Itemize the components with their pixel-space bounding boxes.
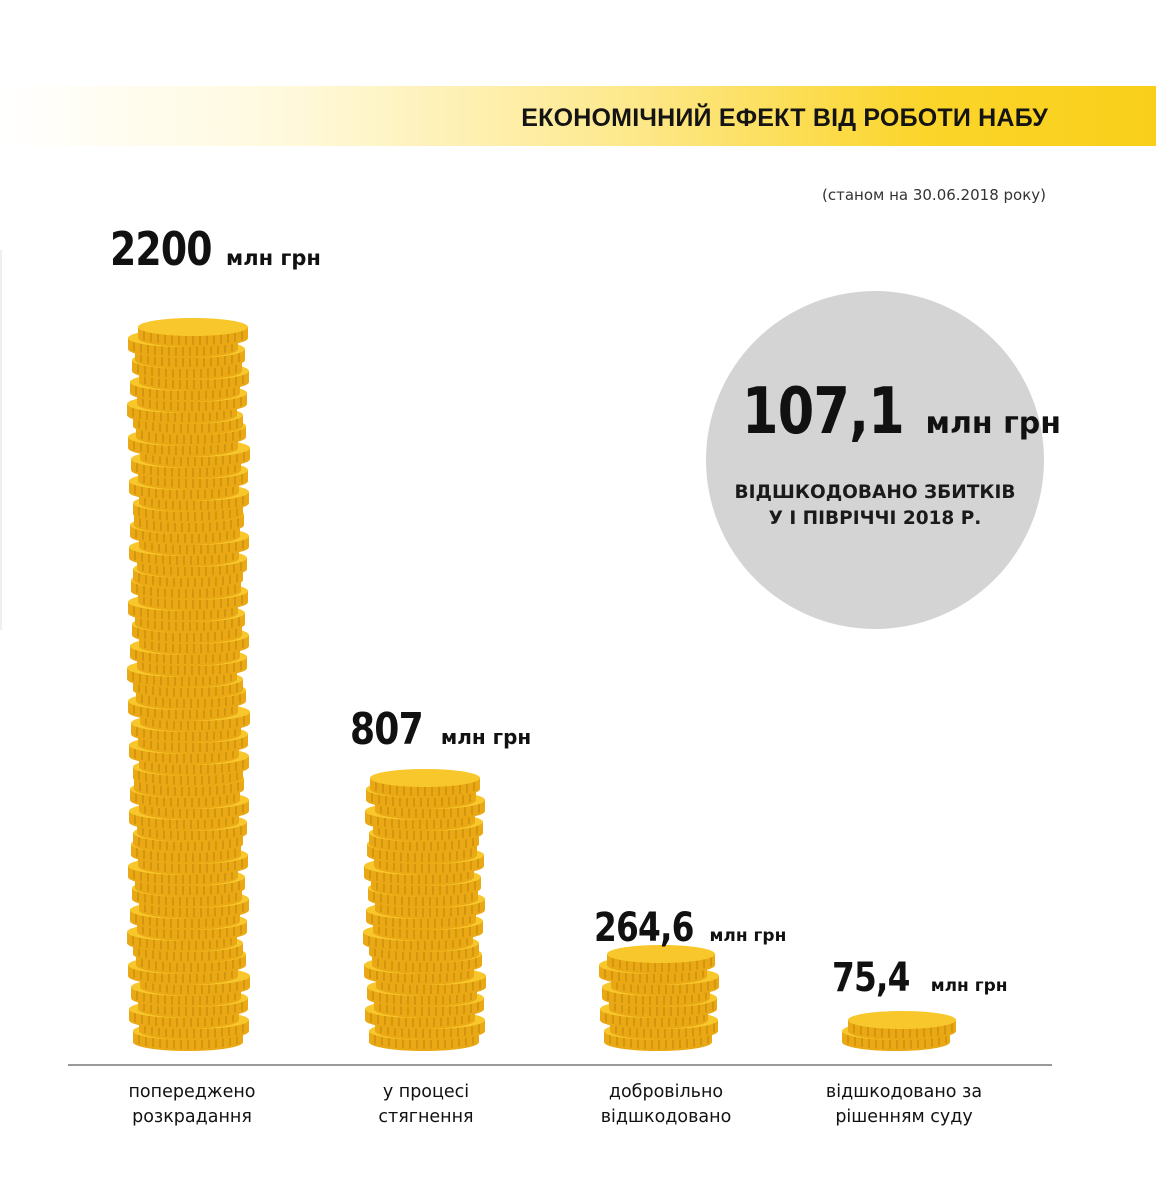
highlight-caption-line-2: У І ПІВРІЧЧІ 2018 Р. (768, 508, 982, 530)
coin (138, 318, 248, 347)
category-label-line: рішенням суду (835, 1106, 973, 1127)
category-label-4: відшкодовано за рішенням суду (784, 1080, 1024, 1129)
coin-stack-2 (363, 769, 486, 1051)
highlight-circle (706, 291, 1044, 629)
coin-stack-1 (127, 318, 250, 1051)
value-label-unit: млн грн (709, 926, 787, 946)
category-label-2: у процесі стягнення (306, 1080, 546, 1129)
value-label-2: 807 млн грн (350, 708, 531, 752)
chart-title: ЕКОНОМІЧНИЙ ЕФЕКТ ВІД РОБОТИ НАБУ (521, 104, 1048, 132)
highlight-value-block: 107,1 млн грн (742, 380, 1061, 444)
category-label-line: стягнення (378, 1106, 474, 1127)
category-label-line: розкрадання (132, 1106, 252, 1127)
coin-stack-3 (599, 945, 719, 1051)
chart-subtitle: (станом на 30.06.2018 року) (821, 186, 1046, 204)
value-label-number: 2200 (110, 222, 213, 276)
coin (370, 769, 480, 798)
coin-stack-4 (842, 1011, 956, 1051)
value-label-number: 264,6 (594, 905, 694, 951)
category-label-line: відшкодовано за (825, 1082, 983, 1102)
category-label-line: відшкодовано (600, 1106, 732, 1127)
title-band (0, 86, 1156, 146)
chart-baseline (68, 1064, 1052, 1066)
highlight-unit: млн грн (925, 406, 1061, 441)
highlight-caption-line-1: ВІДШКОДОВАНО ЗБИТКІВ (734, 482, 1016, 503)
category-label-line: попереджено (128, 1082, 256, 1102)
value-label-1: 2200 млн грн (110, 226, 321, 272)
coin (607, 945, 715, 974)
category-label-line: у процесі (382, 1082, 470, 1102)
value-label-number: 75,4 (832, 955, 910, 1001)
value-label-number: 807 (350, 704, 424, 755)
value-label-unit: млн грн (440, 725, 532, 749)
highlight-caption: ВІДШКОДОВАНО ЗБИТКІВ У І ПІВРІЧЧІ 2018 Р… (706, 480, 1044, 533)
value-label-3: 264,6 млн грн (594, 908, 786, 948)
coin (848, 1011, 956, 1040)
page-edge-mark (0, 250, 2, 630)
category-label-1: попереджено розкрадання (72, 1080, 312, 1129)
value-label-unit: млн грн (226, 246, 321, 270)
category-label-line: добровільно (608, 1082, 724, 1102)
category-label-3: добровільно відшкодовано (546, 1080, 786, 1129)
value-label-4: 75,4 млн грн (832, 958, 1008, 998)
value-label-unit: млн грн (930, 976, 1008, 996)
highlight-value: 107,1 (742, 375, 905, 449)
